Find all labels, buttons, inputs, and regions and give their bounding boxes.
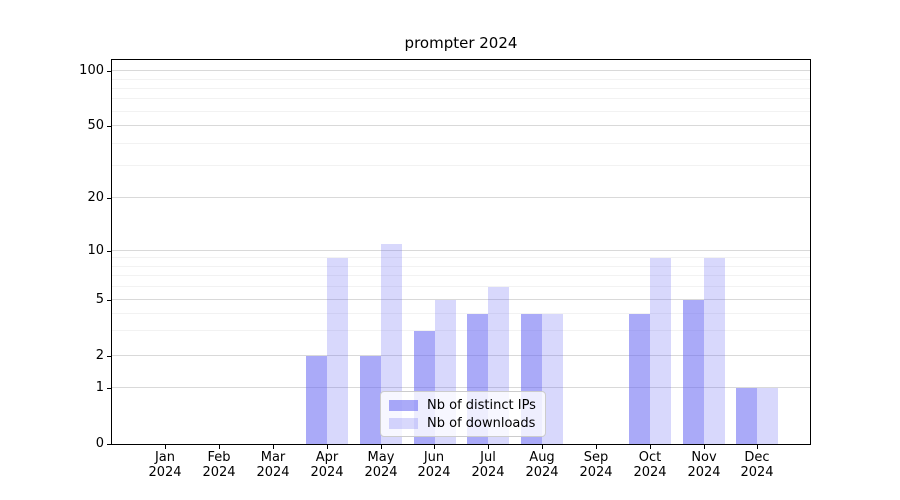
legend-entry-distinct-ips: Nb of distinct IPs — [389, 397, 537, 414]
bar-distinct-ips-oct[interactable] — [628, 313, 650, 444]
x-tick-mark-sep — [596, 445, 597, 449]
gridline-8 — [112, 265, 810, 267]
gridline-2 — [112, 355, 810, 357]
y-tick-label-2: 2 — [95, 348, 104, 363]
bar-distinct-ips-nov[interactable] — [682, 300, 704, 444]
x-tick-mark-jul — [488, 445, 489, 449]
x-tick-label-dec: Dec 2024 — [740, 450, 774, 480]
x-tick-mark-oct — [650, 445, 651, 449]
y-tick-label-5: 5 — [95, 292, 104, 307]
bar-distinct-ips-may[interactable] — [359, 356, 381, 444]
x-tick-label-may: May 2024 — [364, 450, 398, 480]
x-tick-mark-nov — [704, 445, 705, 449]
gridline-80 — [112, 87, 810, 89]
y-tick-label-100: 100 — [79, 63, 104, 78]
x-tick-label-nov: Nov 2024 — [687, 450, 721, 480]
gridline-5 — [112, 299, 810, 300]
y-tick-mark-20 — [107, 198, 111, 199]
gridline-6 — [112, 286, 810, 288]
x-tick-label-jan: Jan 2024 — [148, 450, 182, 480]
x-tick-label-aug: Aug 2024 — [525, 450, 559, 480]
chart-title: prompter 2024 — [404, 34, 518, 52]
legend-label-downloads: Nb of downloads — [427, 415, 536, 431]
x-tick-mark-jun — [434, 445, 435, 449]
x-tick-mark-aug — [542, 445, 543, 449]
x-tick-label-jun: Jun 2024 — [417, 450, 451, 480]
legend-entry-downloads: Nb of downloads — [389, 415, 537, 432]
legend-label-distinct-ips: Nb of distinct IPs — [427, 397, 536, 413]
x-tick-label-sep: Sep 2024 — [579, 450, 613, 480]
bar-downloads-oct[interactable] — [649, 258, 671, 444]
x-tick-label-jul: Jul 2024 — [471, 450, 505, 480]
gridline-10 — [112, 249, 810, 251]
x-tick-mark-feb — [219, 445, 220, 449]
bar-downloads-aug[interactable] — [542, 313, 564, 444]
x-tick-mark-may — [381, 445, 382, 449]
gridline-7 — [112, 275, 810, 277]
y-tick-label-20: 20 — [87, 190, 104, 205]
bar-downloads-dec[interactable] — [757, 387, 779, 444]
y-tick-mark-50 — [107, 126, 111, 127]
gridline-100 — [112, 70, 810, 72]
x-tick-label-apr: Apr 2024 — [310, 450, 344, 480]
x-tick-label-oct: Oct 2024 — [633, 450, 667, 480]
gridline-50 — [112, 125, 810, 126]
y-tick-label-0: 0 — [95, 436, 104, 451]
x-tick-mark-jan — [165, 445, 166, 449]
x-tick-mark-dec — [757, 445, 758, 449]
gridline-3 — [112, 330, 810, 332]
gridline-20 — [112, 196, 810, 198]
bar-distinct-ips-dec[interactable] — [736, 387, 758, 444]
gridline-9 — [112, 257, 810, 259]
gridline-60 — [112, 110, 810, 112]
plot-area: Nb of distinct IPs Nb of downloads — [111, 59, 811, 445]
x-tick-label-mar: Mar 2024 — [256, 450, 290, 480]
gridline-30 — [112, 165, 810, 167]
bar-distinct-ips-apr[interactable] — [305, 356, 327, 444]
y-tick-mark-10 — [107, 251, 111, 252]
legend: Nb of distinct IPs Nb of downloads — [380, 391, 546, 437]
y-tick-mark-2 — [107, 356, 111, 357]
gridline-4 — [112, 312, 810, 314]
bar-downloads-nov[interactable] — [703, 258, 725, 444]
legend-swatch-downloads — [389, 417, 418, 429]
y-tick-mark-5 — [107, 300, 111, 301]
legend-swatch-distinct-ips — [389, 399, 418, 411]
y-tick-label-50: 50 — [87, 118, 104, 133]
gridline-40 — [112, 142, 810, 144]
gridline-1 — [112, 386, 810, 388]
y-tick-mark-100 — [107, 71, 111, 72]
gridline-70 — [112, 98, 810, 100]
y-tick-mark-0 — [107, 444, 111, 445]
x-tick-mark-apr — [327, 445, 328, 449]
x-tick-label-feb: Feb 2024 — [202, 450, 236, 480]
gridline-90 — [112, 78, 810, 80]
y-tick-label-10: 10 — [87, 243, 104, 258]
y-tick-mark-1 — [107, 388, 111, 389]
x-tick-mark-mar — [273, 445, 274, 449]
bar-downloads-apr[interactable] — [326, 258, 348, 444]
y-tick-label-1: 1 — [95, 380, 104, 395]
